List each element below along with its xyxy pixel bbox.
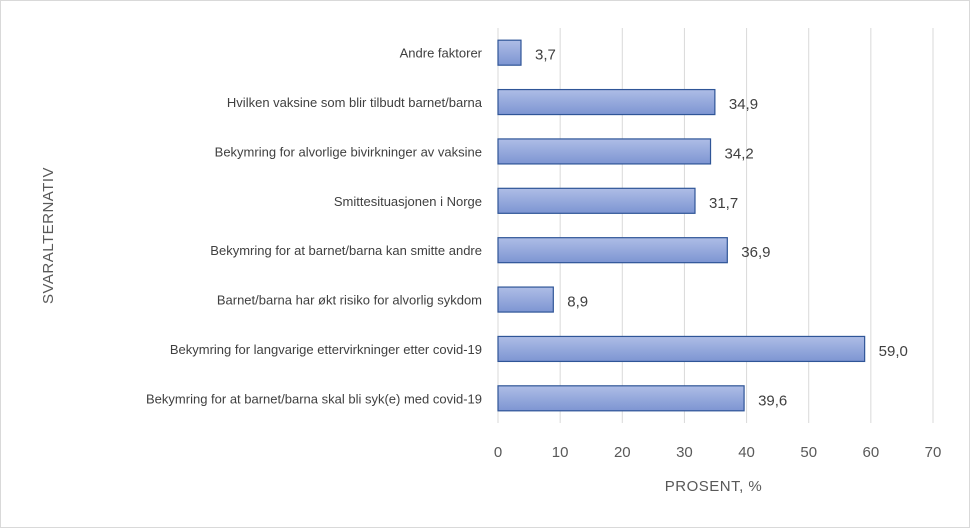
category-label: Bekymring for at barnet/barna skal bli s…: [146, 391, 482, 406]
category-label: Smittesituasjonen i Norge: [334, 194, 482, 209]
category-label: Barnet/barna har økt risiko for alvorlig…: [217, 293, 482, 308]
category-label: Bekymring for langvarige ettervirkninger…: [170, 342, 482, 357]
bar: [497, 88, 716, 116]
x-axis-title: PROSENT, %: [665, 478, 763, 495]
data-label: 3,7: [535, 47, 556, 64]
data-label: 34,9: [729, 96, 758, 113]
data-label: 8,9: [567, 294, 588, 311]
data-labels: 3,7 34,9 34,2 31,7 36,9 8,9 59,0 39,6: [535, 47, 908, 410]
x-tick-label: 20: [614, 444, 631, 461]
bars: [497, 39, 866, 412]
bar: [497, 237, 728, 264]
bar: [497, 39, 522, 66]
category-label: Andre faktorer: [400, 46, 483, 61]
data-label: 59,0: [879, 343, 908, 360]
gridlines: [497, 28, 934, 423]
category-labels: Andre faktorer Hvilken vaksine som blir t…: [146, 46, 483, 407]
bar: [497, 385, 745, 412]
x-tick-labels: 0 10 20 30 40 50 60 70: [494, 444, 942, 461]
data-label: 36,9: [741, 244, 770, 261]
x-tick-label: 50: [800, 444, 817, 461]
data-label: 31,7: [709, 195, 738, 212]
y-axis-title: SVARALTERNATIV: [40, 167, 57, 304]
x-tick-label: 0: [494, 444, 502, 461]
x-tick-label: 10: [552, 444, 569, 461]
x-tick-label: 30: [676, 444, 693, 461]
category-label: Hvilken vaksine som blir tilbudt barnet/…: [227, 95, 483, 110]
bar: [497, 187, 696, 214]
category-label: Bekymring for alvorlige bivirkninger av …: [215, 144, 482, 159]
x-tick-label: 40: [738, 444, 755, 461]
x-tick-label: 60: [863, 444, 880, 461]
bar: [497, 335, 866, 363]
x-tick-label: 70: [925, 444, 942, 461]
bar: [497, 286, 554, 313]
data-label: 39,6: [758, 392, 787, 409]
category-label: Bekymring for at barnet/barna kan smitte…: [210, 243, 482, 258]
bar: [497, 138, 712, 165]
data-label: 34,2: [725, 145, 754, 162]
